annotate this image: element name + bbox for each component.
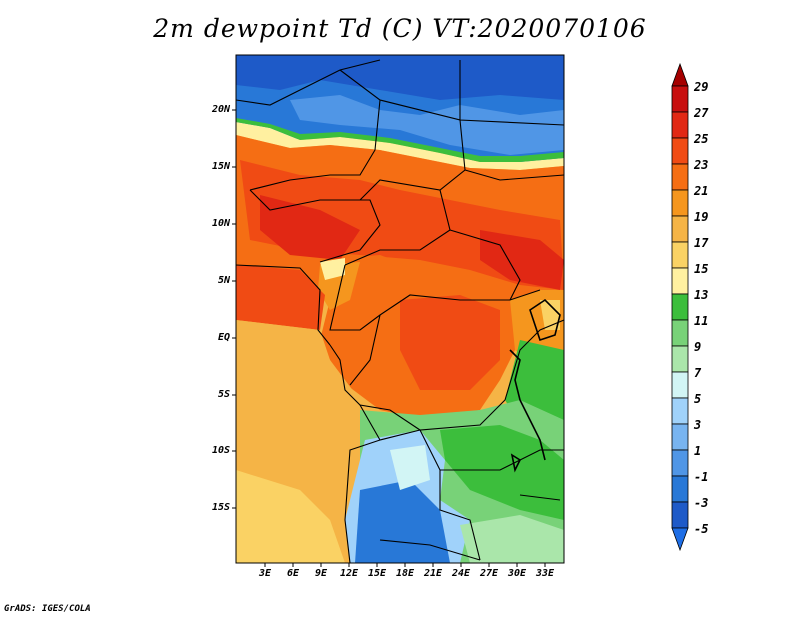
colorbar-label-9: 9	[694, 340, 702, 354]
colorbar-swatch	[671, 111, 689, 139]
colorbar-swatch	[671, 293, 689, 321]
colorbar-label-19: 19	[694, 210, 709, 224]
colorbar-top-arrow	[671, 62, 689, 87]
colorbar-label-3: 3	[694, 418, 702, 432]
lat-label-20n: 20N	[211, 104, 230, 115]
colorbar-label-1: 1	[694, 444, 702, 458]
lat-label-eq: EQ	[217, 332, 230, 343]
colorbar-label-15: 15	[694, 262, 709, 276]
lon-label-24e: 24E	[451, 568, 471, 579]
colorbar-label-25: 25	[694, 132, 709, 146]
dewpoint-field	[236, 55, 564, 563]
lon-label-27e: 27E	[479, 568, 499, 579]
colorbar-label-29: 29	[694, 80, 709, 94]
colorbar-swatch	[671, 189, 689, 217]
colorbar-swatch	[671, 501, 689, 529]
colorbar-bottom-arrow	[671, 527, 689, 552]
colorbar-label-11: 11	[694, 314, 709, 328]
colorbar-swatch	[671, 397, 689, 425]
colorbar-swatch	[671, 215, 689, 243]
lon-label-18e: 18E	[395, 568, 415, 579]
lat-label-15n: 15N	[211, 161, 230, 172]
colorbar-label-minus5: -5	[694, 522, 709, 536]
colorbar-swatch	[671, 241, 689, 269]
colorbar-label-7: 7	[694, 366, 702, 380]
lon-label-9e: 9E	[314, 568, 328, 579]
lon-label-3e: 3E	[258, 568, 272, 579]
colorbar-label-13: 13	[694, 288, 709, 302]
lon-label-33e: 33E	[535, 568, 555, 579]
lat-label-5n: 5N	[217, 275, 230, 286]
colorbar-swatch	[671, 85, 689, 113]
lon-label-30e: 30E	[507, 568, 527, 579]
lat-label-15s: 15S	[211, 502, 230, 513]
colorbar-swatch	[671, 163, 689, 191]
colorbar-swatch	[671, 423, 689, 451]
colorbar-label-5: 5	[694, 392, 702, 406]
colorbar-swatch	[671, 345, 689, 373]
map-title: 2m dewpoint Td (C) VT:2020070106	[153, 14, 647, 43]
map-frame	[235, 54, 565, 564]
colorbar-swatch	[671, 475, 689, 503]
colorbar-swatch	[671, 371, 689, 399]
colorbar-swatch	[671, 267, 689, 295]
grads-credit: GrADS: IGES/COLA	[4, 604, 91, 614]
colorbar-label-21: 21	[694, 184, 709, 198]
lat-label-5s: 5S	[217, 389, 230, 400]
colorbar-swatch	[671, 449, 689, 477]
lon-label-21e: 21E	[423, 568, 443, 579]
lon-label-15e: 15E	[367, 568, 387, 579]
lake-outlines	[509, 298, 561, 473]
colorbar-label-minus3: -3	[694, 496, 709, 510]
colorbar-label-23: 23	[694, 158, 709, 172]
country-borders	[236, 59, 564, 563]
lon-label-6e: 6E	[286, 568, 300, 579]
colorbar-label-17: 17	[694, 236, 709, 250]
lat-label-10n: 10N	[211, 218, 230, 229]
axis-tickmarks	[232, 109, 546, 567]
colorbar-label-27: 27	[694, 106, 709, 120]
colorbar-swatch	[671, 319, 689, 347]
colorbar-label-minus1: -1	[694, 470, 709, 484]
colorbar-swatch	[671, 137, 689, 165]
lon-label-12e: 12E	[339, 568, 359, 579]
lat-label-10s: 10S	[211, 445, 230, 456]
